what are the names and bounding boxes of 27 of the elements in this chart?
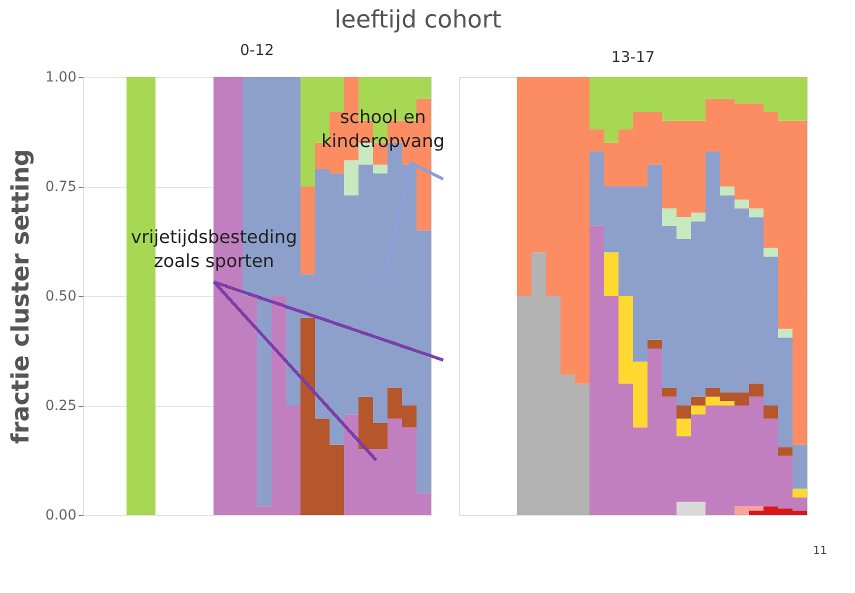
bar bbox=[662, 388, 676, 397]
y-tick-label: 0.50 bbox=[45, 288, 76, 304]
text: leeftijd cohort bbox=[334, 6, 502, 34]
y-tick-label: 0.75 bbox=[45, 179, 76, 195]
bar bbox=[648, 340, 662, 349]
bar bbox=[720, 186, 734, 196]
bar bbox=[734, 200, 749, 208]
bar bbox=[792, 488, 807, 498]
chart-title: 0-12 bbox=[240, 41, 274, 59]
y-tick-label: 0.00 bbox=[45, 508, 76, 524]
bar bbox=[764, 406, 778, 419]
y-tick-label: 0.25 bbox=[45, 398, 76, 414]
y-axis-title: fractie cluster setting bbox=[6, 149, 34, 444]
bar bbox=[604, 252, 618, 296]
bar bbox=[676, 418, 691, 436]
bar bbox=[300, 186, 315, 274]
bar bbox=[764, 248, 778, 257]
text: 11 bbox=[813, 544, 827, 557]
bar bbox=[676, 406, 691, 419]
bar bbox=[778, 447, 792, 456]
chart-title: 13-17 bbox=[611, 48, 655, 66]
y-tick-label: 1.00 bbox=[45, 70, 76, 86]
bar bbox=[691, 406, 706, 414]
bar bbox=[691, 396, 706, 406]
bar bbox=[778, 328, 792, 338]
bar bbox=[749, 208, 764, 218]
bar bbox=[373, 164, 388, 174]
